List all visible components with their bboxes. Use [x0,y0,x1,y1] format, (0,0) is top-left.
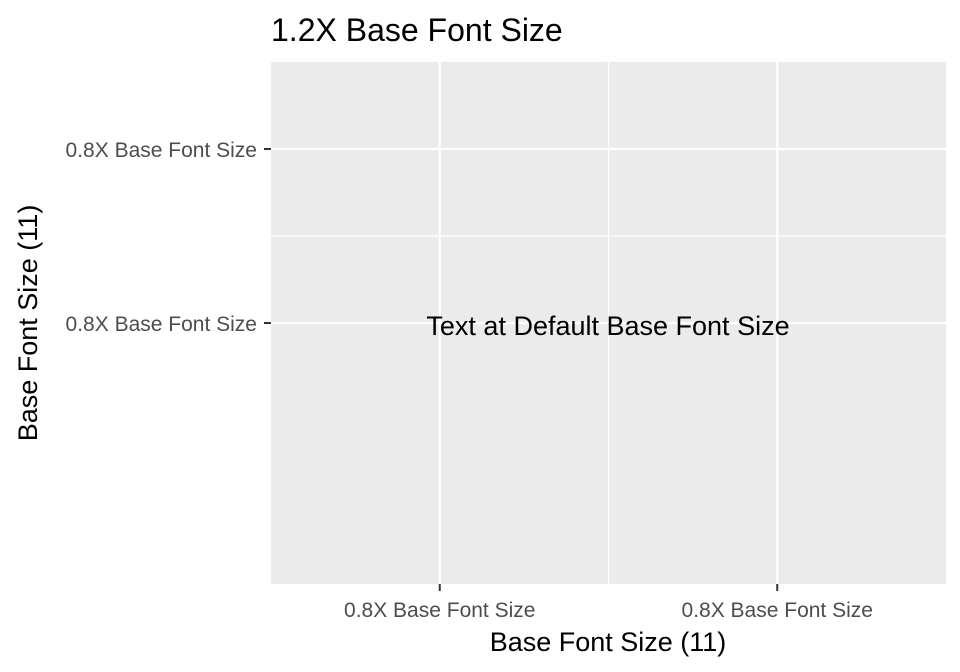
axis-ticks: 0.8X Base Font Size 0.8X Base Font Size 0.… [66,139,873,622]
x-tick-label: 0.8X Base Font Size [344,599,535,622]
x-axis-title: Base Font Size (11) [490,627,727,657]
annotation-text: Text at Default Base Font Size [426,311,789,341]
y-tick-label: 0.8X Base Font Size [66,139,257,162]
x-tick-label: 0.8X Base Font Size [682,599,873,622]
y-tick-label: 0.8X Base Font Size [66,313,257,336]
y-axis-title: Base Font Size (11) [13,205,43,442]
grid-lines [271,62,946,584]
chart-title: 1.2X Base Font Size [271,12,563,48]
